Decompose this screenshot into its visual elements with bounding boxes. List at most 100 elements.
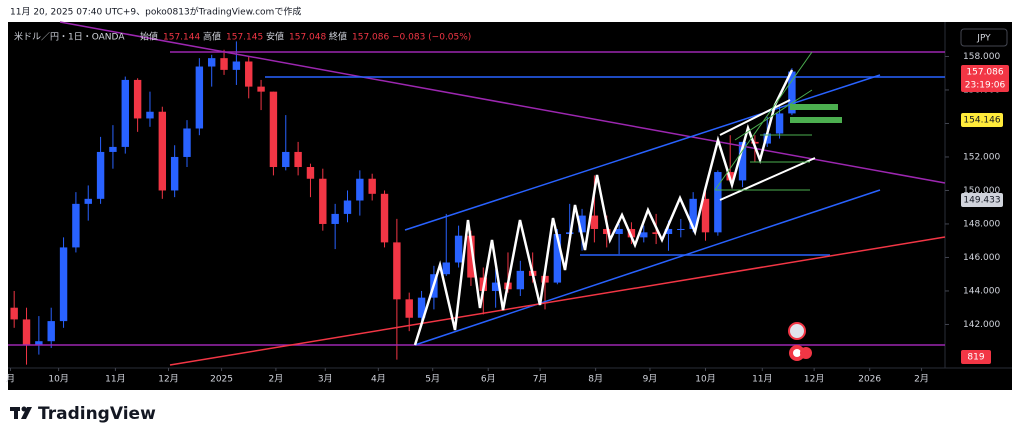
- y-tick-label: 146.000: [963, 253, 1000, 263]
- x-tick-label: 11月: [752, 374, 772, 385]
- candle-body: [121, 79, 129, 147]
- x-tick-label: 11月: [105, 374, 125, 385]
- x-tick-label: 6月: [481, 374, 496, 385]
- candle-body: [491, 282, 500, 291]
- candle-body: [788, 71, 796, 114]
- candle-body: [714, 172, 722, 233]
- candle-body: [442, 262, 450, 275]
- candle-body: [306, 167, 315, 179]
- price-badges: 157.086 23:19:06 154.146 149.433 819: [961, 65, 1009, 364]
- candle-body: [294, 151, 302, 168]
- x-tick-label: 2月: [269, 374, 284, 385]
- x-tick-label: 2月: [914, 374, 929, 385]
- x-tick-label: 12月: [158, 374, 178, 385]
- last-price: 157.086: [966, 68, 1003, 78]
- candle-body: [47, 321, 55, 342]
- x-tick-label: 月: [6, 374, 15, 385]
- candle-body: [467, 235, 475, 278]
- x-tick-label: 2026: [858, 375, 881, 385]
- legend-low: 157.048: [289, 33, 326, 43]
- y-tick-label: 148.000: [963, 219, 1000, 229]
- y-tick-label: 152.000: [963, 152, 1000, 162]
- candle-body: [738, 141, 747, 181]
- drawings: [8, 21, 946, 366]
- candle-body: [35, 341, 43, 345]
- candle-body: [22, 319, 31, 345]
- x-tick-label: 3月: [318, 374, 333, 385]
- candle-body: [368, 178, 376, 194]
- x-tick-label: 10月: [695, 374, 715, 385]
- candle-body: [245, 61, 253, 87]
- legend-low-label: 安値: [266, 31, 284, 43]
- candle-body: [269, 91, 278, 168]
- y-tick-label: 142.000: [963, 320, 1000, 330]
- candle-body: [183, 128, 191, 157]
- candle-body: [343, 200, 352, 214]
- candle-body: [109, 146, 117, 152]
- x-tick-label: 2025: [210, 375, 233, 385]
- candle-body: [652, 232, 660, 235]
- x-tick-label: 12月: [804, 374, 824, 385]
- chart-background: [8, 22, 1012, 390]
- legend-close-label: 終値: [329, 31, 347, 43]
- x-tick-label: 9月: [643, 374, 658, 385]
- candle-body: [170, 156, 179, 191]
- candle-body: [393, 242, 401, 300]
- candle-body: [220, 58, 228, 70]
- candle-body: [763, 133, 771, 144]
- y-tick-label: 150.000: [963, 186, 1000, 196]
- candle-body: [677, 228, 685, 230]
- event-icons: [788, 322, 812, 361]
- legend-high-label: 高値: [203, 31, 221, 43]
- candle-body: [603, 228, 611, 235]
- candle-body: [72, 203, 80, 248]
- legend-change: −0.083 (−0.05%): [392, 33, 471, 43]
- candle-body: [207, 58, 216, 67]
- candle-body: [405, 299, 413, 318]
- x-tick-label: 5月: [425, 374, 440, 385]
- legend-symbol: 米ドル／円・1日・OANDA: [14, 31, 125, 43]
- candle-body: [10, 307, 18, 320]
- candle-body: [146, 111, 154, 119]
- candle-body: [640, 232, 648, 238]
- candle-body: [158, 111, 167, 191]
- candle-body: [331, 213, 339, 224]
- candle-body: [59, 247, 68, 322]
- y-tick-label: 144.000: [963, 286, 1000, 296]
- legend-open: 157.144: [163, 33, 200, 43]
- candle-body: [417, 297, 426, 318]
- candle-body: [454, 235, 463, 263]
- candle-body: [380, 193, 389, 243]
- candle-body: [356, 178, 364, 201]
- logo-text: TradingView: [38, 404, 156, 424]
- candle-body: [319, 178, 327, 224]
- gray-badge: 149.433: [963, 196, 1000, 206]
- currency-label: JPY: [976, 34, 991, 44]
- volume-badge: 819: [967, 353, 984, 363]
- candle-body: [232, 61, 241, 70]
- x-tick-label: 7月: [533, 374, 548, 385]
- currency-button[interactable]: [960, 28, 1008, 47]
- candle-body: [627, 228, 636, 238]
- candle-body: [96, 151, 105, 199]
- y-tick-label: 158.000: [963, 52, 1000, 62]
- candle-body: [689, 198, 697, 229]
- candle-body: [701, 198, 710, 233]
- legend-high: 157.145: [226, 33, 263, 43]
- legend-close: 157.086: [352, 33, 389, 43]
- x-tick-label: 10月: [48, 374, 68, 385]
- caption: 11月 20, 2025 07:40 UTC+9、poko0813がTradin…: [10, 6, 301, 18]
- candle-body: [195, 66, 204, 129]
- candle-body: [553, 234, 562, 283]
- candle-body: [751, 141, 759, 144]
- candle-body: [282, 151, 290, 168]
- candle-body: [664, 228, 673, 235]
- x-tick-label: 8月: [588, 374, 603, 385]
- countdown: 23:19:06: [965, 81, 1006, 91]
- candle-body: [590, 215, 599, 229]
- logo-icon: [10, 406, 32, 419]
- candle-body: [516, 270, 525, 290]
- candle-body: [578, 215, 586, 233]
